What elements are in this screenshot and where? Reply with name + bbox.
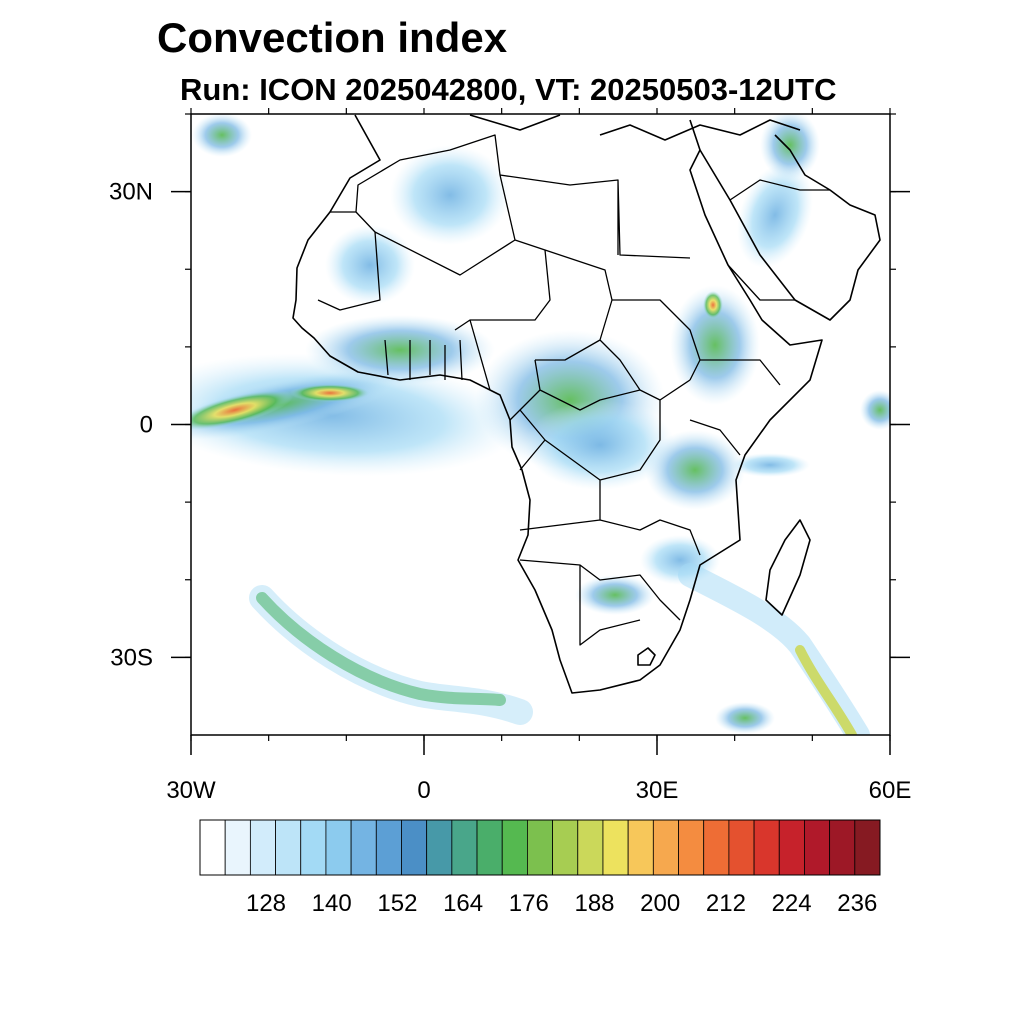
colorbar-swatch [778,819,805,876]
colorbar-swatch [804,819,831,876]
colorbar-label: 140 [312,890,352,917]
africa-coastline [292,114,823,694]
lon-tick-label: 0 [417,777,430,804]
colorbar-label: 188 [574,890,614,917]
lat-tick-label: 30S [110,644,153,671]
nw-atlantic-patch [192,114,252,157]
colorbar-swatch [552,819,579,876]
colorbar-label: 128 [246,890,286,917]
colorbar-swatch [728,819,755,876]
colorbar-swatch [375,819,402,876]
colorbar-swatch [602,819,629,876]
lat-tick-label: 0 [140,412,153,439]
colorbar-label: 152 [377,890,417,917]
coastlines-and-borders [292,114,881,694]
colorbar-swatch [350,819,377,876]
south-patch [715,702,775,734]
congo-patch [525,400,675,490]
country-borders [317,134,830,646]
madagascar-coastline [765,519,811,616]
southern-africa-patch [575,575,655,615]
colorbar-swatch [678,819,705,876]
west-africa-patch [305,315,495,385]
east-africa-patch [645,430,745,510]
colorbar-swatch [854,819,881,876]
colorbar-swatch [249,819,276,876]
indian-ocean-front [795,645,857,735]
south-atlantic-front [256,592,506,706]
colorbar-label: 212 [706,890,746,917]
colorbar-swatch [426,819,453,876]
colorbar-swatch [527,819,553,876]
chart-subtitle: Run: ICON 2025042800, VT: 20250503-12UTC [180,72,837,107]
colorbar-swatch [401,819,428,876]
indian-ocean-patch [730,453,810,477]
colorbar-swatch [577,819,604,876]
sahara-patch [390,145,510,245]
colorbar-swatch [275,819,302,876]
axis-ticks: 30N 0 30S 30W 0 30E 60E [109,108,911,804]
middle-east-patch [760,114,820,180]
ethiopia-core [703,291,723,319]
colorbar: 128 140 152 164 176 188 200 212 224 236 [199,819,881,917]
lon-tick-label: 60E [869,777,912,804]
colorbar-swatch [476,819,503,876]
colorbar-frame [199,819,881,876]
lon-tick-label: 30E [636,777,679,804]
lat-tick-label: 30N [109,179,153,206]
colorbar-label: 200 [640,890,680,917]
colorbar-swatch [501,819,528,876]
colorbar-swatch [829,819,856,876]
colorbar-label: 224 [772,890,812,917]
convection-shading [191,114,890,735]
colorbar-swatch [325,819,352,876]
lon-tick-label: 30W [166,777,216,804]
se-indian-patch [860,390,890,430]
colorbar-swatch [652,819,679,876]
colorbar-swatch [753,819,780,876]
chart-title: Convection index [157,14,508,61]
itcz-band-core [191,390,294,430]
colorbar-swatch [627,819,654,876]
west-sahel-patch [325,225,415,305]
itcz-band-core-2 [290,384,370,402]
colorbar-swatch [451,819,478,876]
colorbar-swatch [224,819,251,876]
colorbar-label: 176 [509,890,549,917]
arabia-coastline [699,134,881,321]
colorbar-swatch [703,819,730,876]
lesotho-outline [637,647,656,666]
colorbar-swatch [300,819,327,876]
europe-coastline [469,114,801,141]
colorbar-swatch [199,819,226,876]
colorbar-label: 236 [837,890,877,917]
colorbar-label: 164 [443,890,483,917]
south-atlantic-front-outer [249,585,533,725]
